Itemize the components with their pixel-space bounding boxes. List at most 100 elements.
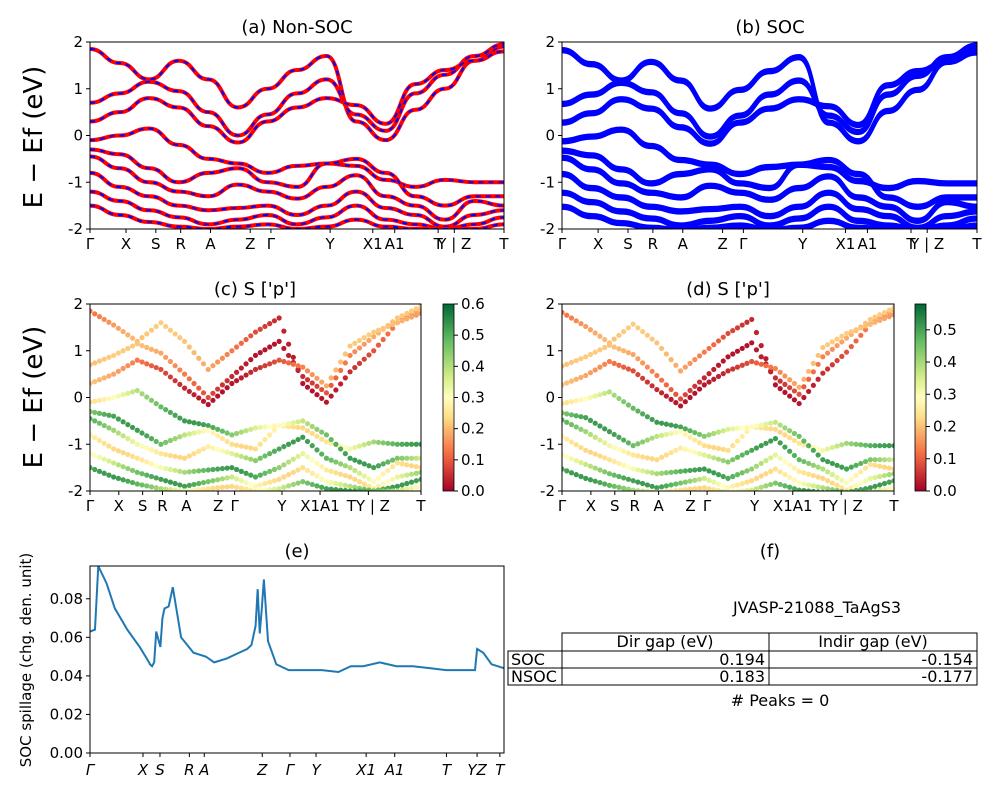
scatter-point	[877, 473, 883, 480]
scatter-point	[682, 399, 688, 405]
panel-c-colorbar-ticks: 0.0 0.1 0.2 0.3 0.4 0.5 0.6	[454, 295, 485, 500]
scatter-point	[825, 458, 831, 465]
scatter-point	[568, 456, 575, 462]
scatter-point	[810, 488, 816, 491]
scatter-point	[853, 462, 859, 468]
scatter-point	[673, 400, 679, 406]
scatter-point	[219, 355, 225, 361]
scatter-point	[562, 382, 565, 388]
scatter-point	[696, 476, 703, 482]
scatter-point	[616, 484, 622, 490]
panel-e-frame	[89, 565, 505, 754]
scatter-point	[720, 488, 726, 491]
xtick-label: S	[623, 235, 633, 253]
scatter-point	[853, 327, 859, 333]
band-line-dashed	[90, 50, 504, 144]
scatter-point	[205, 427, 211, 433]
scatter-point	[191, 380, 197, 387]
scatter-point	[215, 446, 221, 452]
scatter-point	[229, 474, 235, 480]
scatter-point	[820, 475, 826, 481]
scatter-point	[252, 366, 259, 373]
xtick-label: Γ	[86, 761, 96, 779]
scatter-point	[677, 468, 684, 474]
scatter-point	[390, 484, 396, 490]
xtick-label: R	[648, 235, 658, 253]
scatter-point	[394, 455, 400, 461]
scatter-point	[621, 462, 627, 468]
scatter-point	[186, 469, 192, 475]
scatter-point	[413, 484, 419, 490]
scatter-point	[573, 357, 579, 364]
scatter-point	[663, 452, 669, 458]
scatter-point	[375, 483, 382, 489]
scatter-point	[233, 369, 240, 375]
scatter-point	[153, 485, 159, 491]
scatter-point	[763, 483, 769, 489]
scatter-point	[753, 423, 760, 429]
scatter-point	[385, 440, 391, 446]
scatter-point	[659, 470, 665, 476]
scatter-point	[663, 483, 669, 489]
ytick-label: 2	[545, 295, 555, 313]
scatter-point	[252, 488, 259, 491]
scatter-point	[796, 480, 802, 486]
scatter-point	[782, 425, 788, 431]
scatter-point	[233, 442, 240, 448]
scatter-point	[90, 380, 93, 387]
scatter-point	[701, 433, 707, 439]
scatter-point	[696, 379, 703, 385]
scatter-point	[418, 441, 421, 447]
material-id: JVASP-21088_TaAgS3	[732, 598, 901, 618]
scatter-point	[725, 354, 731, 360]
scatter-point	[267, 468, 273, 474]
scatter-point	[309, 371, 315, 378]
scatter-point	[858, 486, 864, 491]
scatter-point	[106, 412, 112, 418]
scatter-point	[621, 437, 627, 443]
scatter-point	[271, 427, 278, 433]
scatter-point	[309, 423, 315, 430]
scatter-point	[782, 472, 788, 478]
scatter-point	[342, 444, 348, 451]
scatter-point	[210, 397, 216, 403]
scatter-point	[323, 467, 330, 473]
scatter-point	[573, 398, 579, 404]
scatter-point	[687, 478, 693, 484]
scatter-point	[243, 470, 249, 476]
colorbar-tick-label: 0.4	[461, 357, 485, 375]
scatter-point	[219, 465, 225, 472]
scatter-point	[862, 323, 869, 329]
scatter-point	[163, 354, 169, 360]
xtick-label: Z	[717, 235, 727, 253]
scatter-point	[196, 429, 202, 435]
scatter-point	[125, 478, 131, 484]
scatter-point	[772, 480, 779, 486]
scatter-point	[744, 468, 750, 474]
scatter-point	[243, 336, 249, 343]
scatter-point	[611, 472, 617, 478]
scatter-point	[413, 306, 419, 312]
scatter-point	[763, 471, 769, 477]
scatter-point	[120, 419, 126, 425]
scatter-point	[163, 465, 169, 472]
scatter-point	[125, 363, 131, 369]
scatter-point	[229, 380, 235, 387]
scatter-point	[872, 488, 878, 491]
scatter-point	[872, 443, 878, 449]
xtick-label: Y	[797, 235, 808, 253]
scatter-point	[304, 454, 311, 460]
scatter-point	[404, 486, 410, 491]
scatter-point	[371, 465, 377, 471]
panel-e-yticks: 0.00 0.02 0.04 0.06 0.08	[50, 590, 90, 762]
scatter-point	[687, 486, 693, 491]
scatter-point	[562, 466, 565, 472]
scatter-point	[630, 405, 636, 411]
scatter-point	[347, 343, 353, 349]
xtick-label: X1	[836, 235, 856, 253]
scatter-point	[111, 413, 117, 419]
scatter-point	[858, 325, 864, 331]
scatter-point	[399, 318, 405, 324]
scatter-point	[706, 453, 712, 460]
xtick-label: X	[586, 497, 596, 515]
